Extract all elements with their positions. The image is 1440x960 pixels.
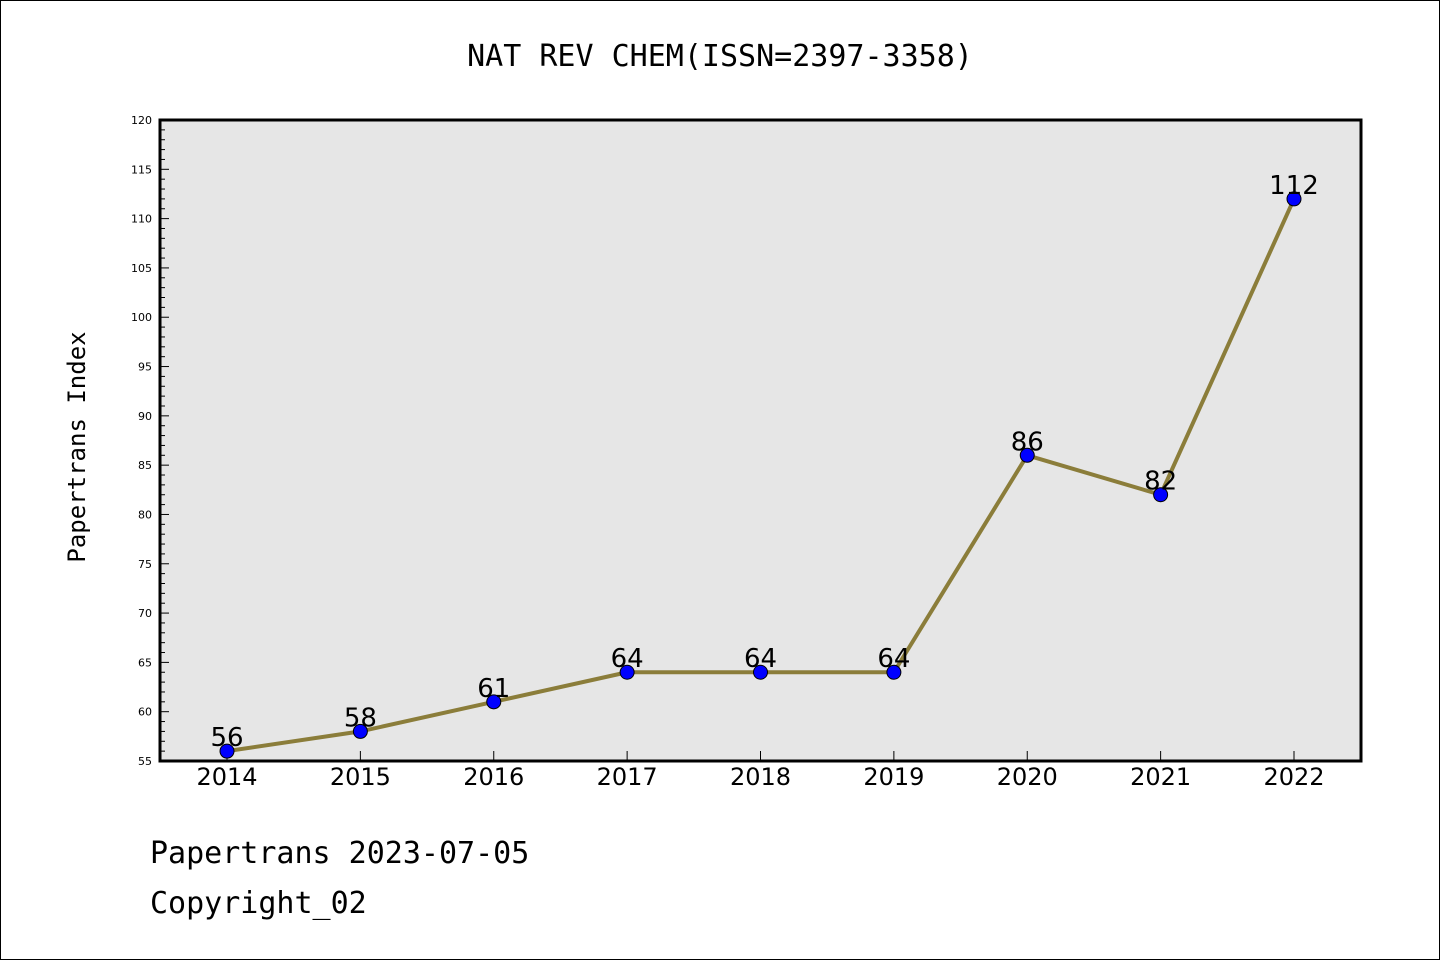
y-tick-label: 65	[138, 656, 152, 669]
y-tick-label: 60	[138, 706, 152, 719]
data-label: 112	[1269, 171, 1319, 201]
x-tick-label: 2014	[196, 763, 257, 791]
x-tick-label: 2015	[330, 763, 391, 791]
x-tick-label: 2019	[863, 763, 924, 791]
y-tick-label: 80	[138, 508, 152, 521]
chart-title: NAT REV CHEM(ISSN=2397-3358)	[467, 39, 973, 74]
data-point	[219, 743, 235, 759]
y-tick-label: 95	[138, 361, 152, 374]
y-tick-label: 90	[138, 410, 152, 423]
data-label: 56	[210, 723, 243, 753]
data-label: 86	[1011, 427, 1044, 457]
data-label: 61	[477, 674, 510, 704]
data-point	[1286, 191, 1302, 207]
data-label: 82	[1144, 467, 1177, 497]
data-markers	[219, 191, 1302, 759]
y-tick-label: 55	[138, 755, 152, 768]
data-label: 64	[611, 644, 644, 674]
x-tick-label: 2021	[1130, 763, 1191, 791]
plot-border	[158, 118, 1363, 763]
y-tick-label: 75	[138, 558, 152, 571]
y-tick-label: 110	[131, 213, 152, 226]
footer-copyright: Copyright_02	[150, 886, 367, 921]
y-tick-label: 105	[131, 262, 152, 275]
data-point	[486, 694, 502, 710]
x-tick-label: 2018	[730, 763, 791, 791]
y-tick-label: 120	[131, 114, 152, 127]
x-tick-label: 2022	[1263, 763, 1324, 791]
data-label: 64	[877, 644, 910, 674]
x-tick-label: 2017	[597, 763, 658, 791]
y-tick-label: 70	[138, 607, 152, 620]
x-tick-label: 2020	[997, 763, 1058, 791]
plot-area	[160, 120, 1361, 761]
y-axis-label: Papertrans Index	[63, 331, 91, 562]
data-point	[352, 723, 368, 739]
x-axis-ticks: 2014 2015 2016 2017 2018 2019 2020 2021 2022	[196, 751, 1325, 791]
data-point	[753, 664, 768, 680]
data-point	[619, 664, 635, 680]
data-point	[886, 664, 902, 680]
x-tick-label: 2016	[463, 763, 524, 791]
data-point	[1153, 487, 1169, 503]
data-label: 64	[744, 644, 777, 674]
y-tick-label: 100	[131, 311, 152, 324]
data-labels: 56 58 61 64 64 64 86 82 112	[210, 171, 1318, 753]
data-point	[1019, 447, 1035, 463]
y-tick-label: 85	[138, 459, 152, 472]
data-label: 58	[344, 703, 377, 733]
footer-date: Papertrans 2023-07-05	[150, 836, 530, 871]
y-tick-label: 115	[131, 163, 152, 176]
